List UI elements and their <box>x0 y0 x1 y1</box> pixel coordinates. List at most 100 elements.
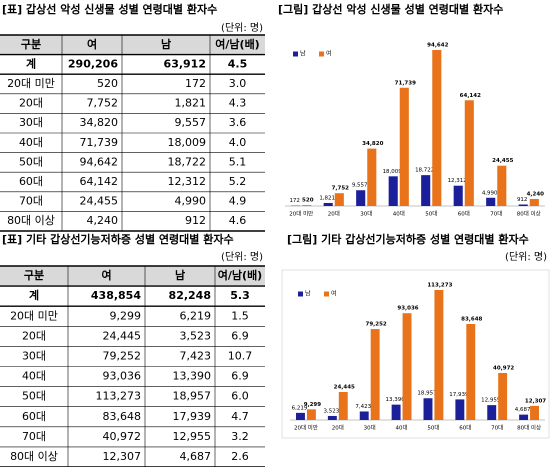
bar <box>327 415 337 420</box>
bar <box>466 323 476 420</box>
value-label: 12,955 <box>481 398 501 404</box>
table-cell: 24,455 <box>80 195 119 208</box>
table-cell: 60대 <box>19 175 43 188</box>
table-header: 여 <box>101 268 111 282</box>
x-tick-label: 80대 이상 <box>517 424 541 432</box>
bar <box>296 412 305 420</box>
table-cell: 113,273 <box>96 390 142 403</box>
bar <box>487 405 497 420</box>
table-cell: 4,240 <box>87 214 119 227</box>
table-cell: 계 <box>26 56 36 70</box>
table-cell: 6.0 <box>231 390 249 403</box>
bar <box>399 87 409 206</box>
value-label: 71,739 <box>395 80 416 86</box>
x-tick-label: 30대 <box>364 424 376 432</box>
bar <box>334 193 344 206</box>
table-cell: 30대 <box>22 349 46 362</box>
table-cell: 3.2 <box>231 430 249 443</box>
value-label: 18,722 <box>415 168 434 174</box>
table-header: 여 <box>87 37 97 51</box>
legend-label: 여 <box>331 290 337 298</box>
value-label: 912 <box>517 197 528 203</box>
x-tick-label: 50대 <box>427 424 439 432</box>
table-cell: 5.1 <box>229 155 247 168</box>
table-header: 남 <box>175 269 185 282</box>
legend-swatch <box>319 51 324 57</box>
table-cell: 4.3 <box>229 97 247 110</box>
table-cell: 80대 이상 <box>10 450 58 463</box>
table-cell: 4,990 <box>175 195 207 208</box>
value-label: 113,273 <box>427 283 452 289</box>
table-cell: 50대 <box>19 155 43 168</box>
table-cell: 93,036 <box>103 370 142 383</box>
table-cell: 10.7 <box>228 349 253 362</box>
table-cell: 6.9 <box>231 329 249 342</box>
header-bg <box>0 266 265 287</box>
value-label: 4,240 <box>527 192 545 198</box>
value-label: 12,312 <box>448 178 467 184</box>
table-cell: 12,955 <box>173 430 212 443</box>
bar <box>388 176 398 206</box>
table-cell: 12,312 <box>168 175 207 188</box>
table-cell: 5.2 <box>229 175 247 188</box>
table-cell: 520 <box>97 77 118 90</box>
chart-title: [그림] 갑상선 악성 신생물 성별 연령대별 환자수 <box>278 2 503 16</box>
table-cell: 71,739 <box>80 136 119 149</box>
value-label: 7,423 <box>355 404 371 410</box>
x-tick-label: 50대 <box>425 210 437 218</box>
table-cell: 24,445 <box>103 329 142 342</box>
value-label: 18,957 <box>417 391 437 397</box>
x-tick-label: 20대 <box>328 210 340 218</box>
value-label: 34,820 <box>362 141 383 147</box>
table-header: 남 <box>161 38 171 51</box>
x-tick-label: 60대 <box>458 210 470 218</box>
table-cell: 6,219 <box>180 309 212 322</box>
table-cell: 13,390 <box>173 370 212 383</box>
table-header: 여/남(배) <box>215 37 259 51</box>
table-cell: 40,972 <box>103 430 142 443</box>
table-header: 구분 <box>21 38 41 51</box>
x-tick-label: 30대 <box>360 210 372 218</box>
chart-unit: (단위: 명) <box>505 250 547 263</box>
bar <box>519 414 529 420</box>
table-cell: 438,854 <box>91 289 141 302</box>
legend-swatch <box>324 291 329 297</box>
table-cell: 34,820 <box>80 116 119 129</box>
x-tick-label: 70대 <box>490 210 502 218</box>
bar <box>486 197 496 206</box>
table-cell: 20대 <box>22 329 46 342</box>
table-cell: 4.7 <box>231 410 249 423</box>
table-cell: 912 <box>185 214 206 227</box>
bar <box>530 405 539 420</box>
table-cell: 12,307 <box>103 450 142 463</box>
table-cell: 4.0 <box>229 136 247 149</box>
table-cell: 172 <box>185 77 206 90</box>
table-cell: 1,821 <box>175 97 207 110</box>
x-tick-label: 40대 <box>396 424 408 432</box>
bar <box>323 202 333 206</box>
bar <box>370 329 380 420</box>
x-tick-label: 60대 <box>459 424 471 432</box>
table-cell: 18,957 <box>173 390 212 403</box>
table-cell: 3.6 <box>229 116 247 129</box>
bar <box>302 205 312 206</box>
table-cell: 40대 <box>19 136 43 149</box>
value-label: 13,390 <box>385 397 405 403</box>
legend-label: 남 <box>300 50 306 58</box>
table-cell: 18,009 <box>168 136 207 149</box>
value-label: 83,648 <box>461 316 482 322</box>
table-cell: 5.3 <box>230 289 250 302</box>
value-label: 7,752 <box>332 186 350 192</box>
table-unit: (단위: 명) <box>221 21 263 34</box>
value-label: 24,445 <box>334 384 355 390</box>
table-cell: 3.0 <box>229 77 247 90</box>
value-label: 520 <box>302 198 314 204</box>
table-cell: 63,912 <box>164 57 206 70</box>
x-tick-label: 40대 <box>393 210 405 218</box>
table-cell: 70대 <box>22 430 46 443</box>
table-cell: 40대 <box>22 370 46 383</box>
table-cell: 18,722 <box>168 155 207 168</box>
value-label: 17,939 <box>449 392 469 398</box>
table-cell: 60대 <box>22 410 46 423</box>
